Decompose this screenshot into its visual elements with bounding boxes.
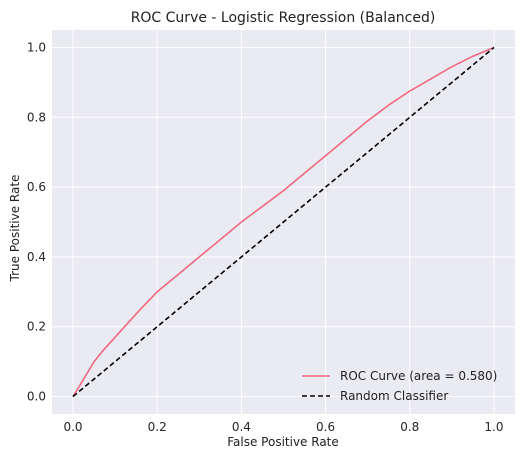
legend-label-random: Random Classifier bbox=[340, 389, 448, 403]
x-tick-label: 0.0 bbox=[63, 420, 82, 434]
y-tick-label: 0.0 bbox=[27, 390, 46, 404]
series-layer bbox=[72, 46, 495, 398]
legend: ROC Curve (area = 0.580) Random Classifi… bbox=[302, 369, 497, 403]
y-axis-label: True Positive Rate bbox=[8, 175, 22, 283]
x-tick-label: 0.8 bbox=[400, 420, 419, 434]
x-tick-label: 0.4 bbox=[232, 420, 251, 434]
chart-title: ROC Curve - Logistic Regression (Balance… bbox=[131, 10, 436, 26]
y-axis-ticks: 0.0 0.2 0.4 0.6 0.8 1.0 bbox=[27, 40, 46, 403]
y-tick-label: 0.8 bbox=[27, 110, 46, 124]
x-tick-label: 1.0 bbox=[484, 420, 503, 434]
random-classifier-line bbox=[72, 46, 495, 398]
roc-curve-line bbox=[72, 46, 495, 397]
x-tick-label: 0.6 bbox=[316, 420, 335, 434]
y-tick-label: 1.0 bbox=[27, 40, 46, 54]
legend-label-roc: ROC Curve (area = 0.580) bbox=[340, 369, 497, 383]
x-axis-ticks: 0.0 0.2 0.4 0.6 0.8 1.0 bbox=[63, 420, 503, 434]
y-tick-label: 0.6 bbox=[27, 180, 46, 194]
y-tick-label: 0.2 bbox=[27, 320, 46, 334]
x-axis-label: False Positive Rate bbox=[227, 435, 339, 449]
y-tick-label: 0.4 bbox=[27, 250, 46, 264]
x-tick-label: 0.2 bbox=[148, 420, 167, 434]
